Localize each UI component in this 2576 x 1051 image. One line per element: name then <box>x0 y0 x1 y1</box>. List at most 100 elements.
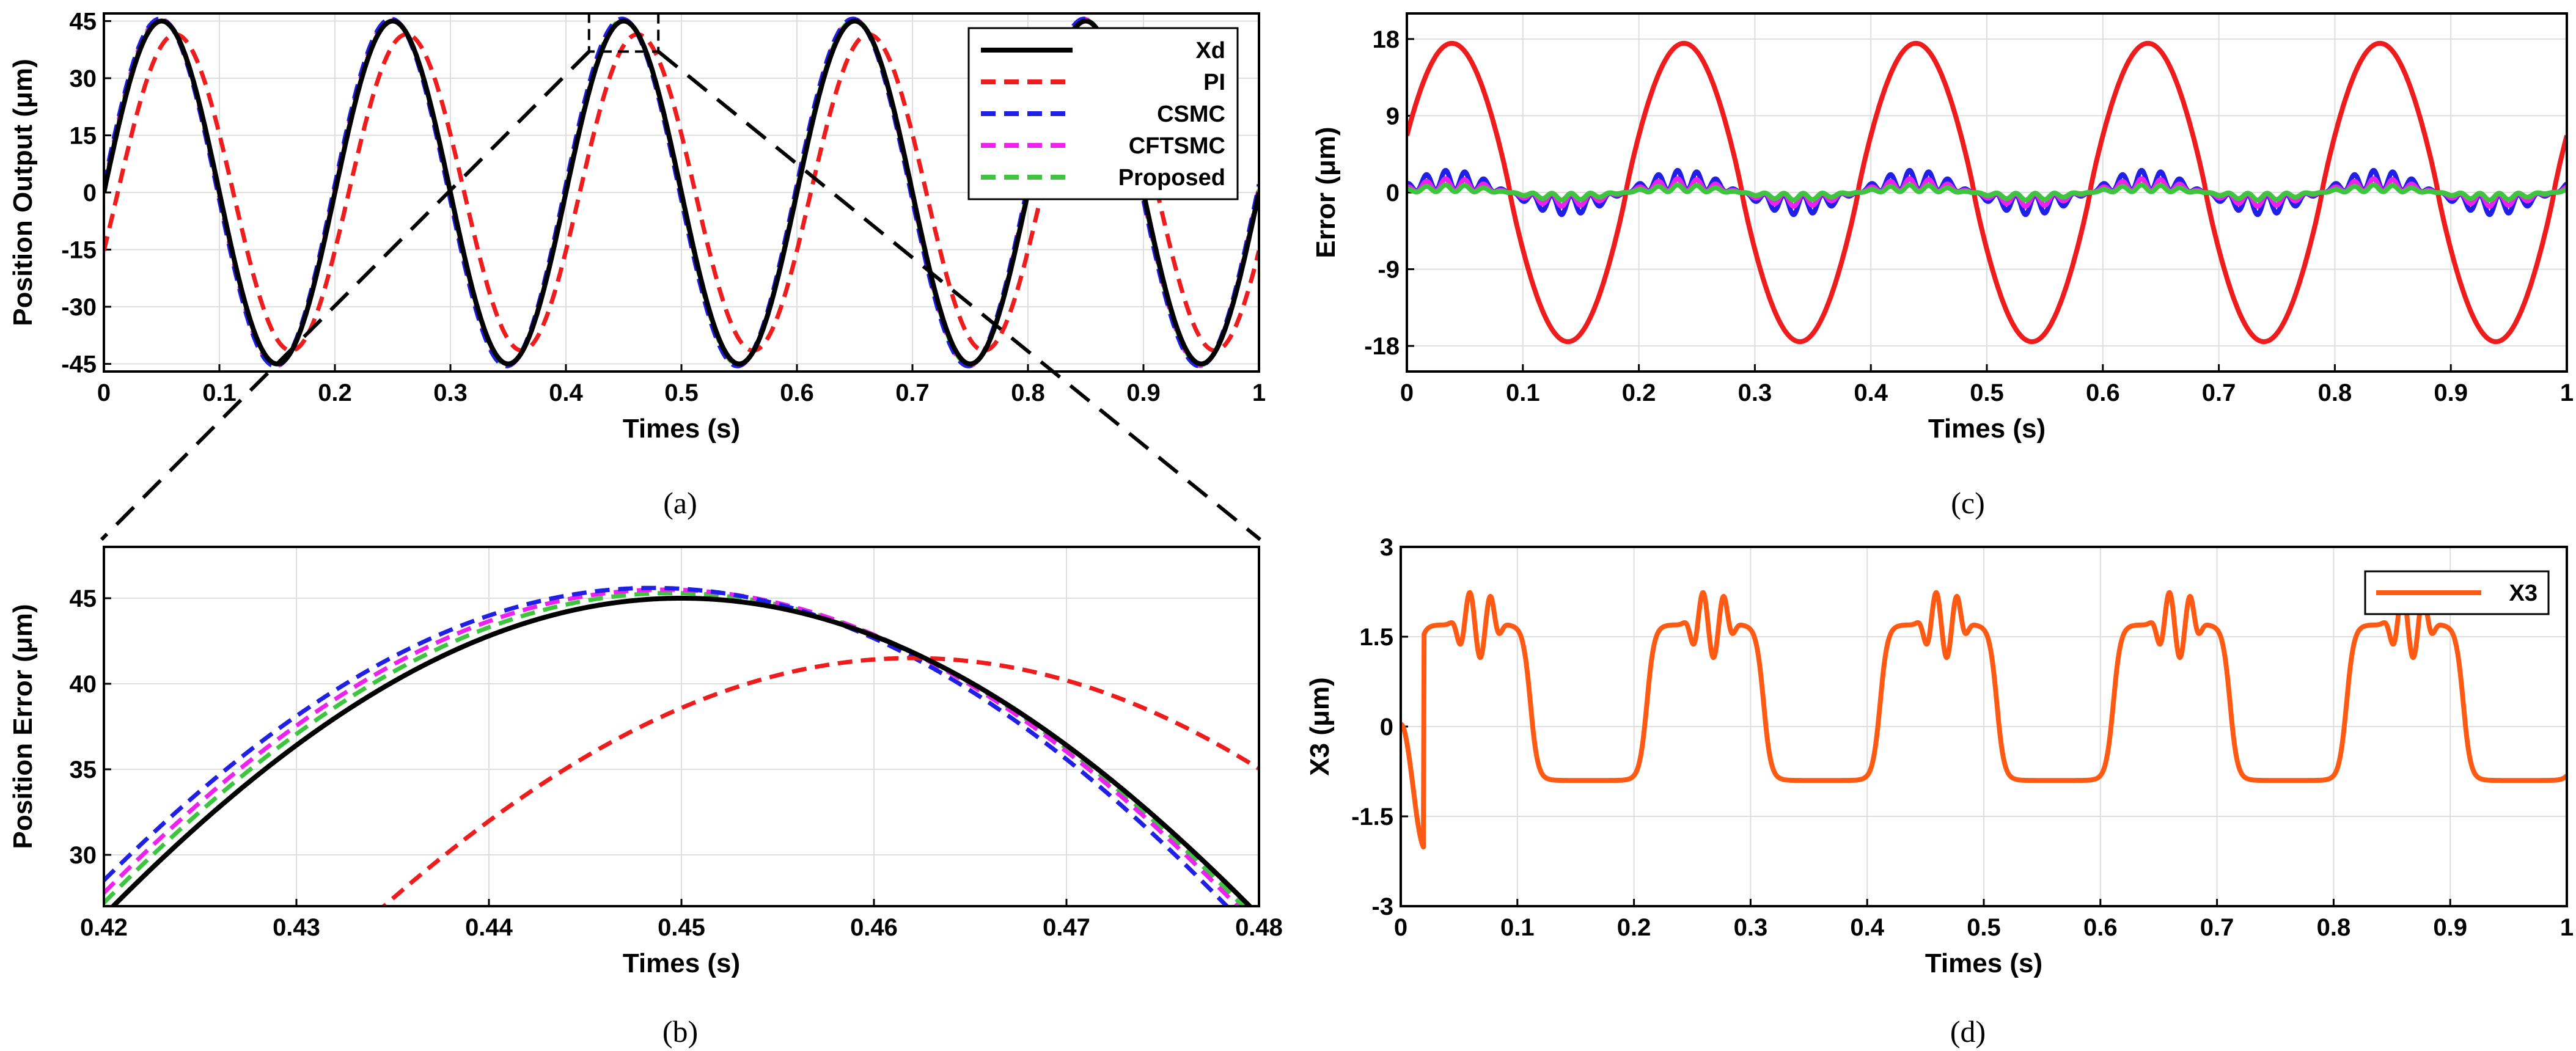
b-ytick-label: 45 <box>70 585 97 612</box>
d-series-x3 <box>1401 590 2567 850</box>
c-xtick-label: 0.4 <box>1854 379 1888 406</box>
a-xtick-label: 0.8 <box>1011 379 1045 406</box>
c-series-proposed-error <box>1407 182 2567 203</box>
chart-c-error: 0 0.1 0.2 0.3 0.4 0.5 0.6 0.7 0.8 0.9 1 -18 -9 0 9 18 Ti… <box>1311 12 2574 444</box>
d-xlabel: Times (s) <box>1925 948 2042 978</box>
zoom-line-left <box>100 50 590 541</box>
a-xtick-label: 0.2 <box>318 379 352 406</box>
d-xtick-label: 0.4 <box>1850 914 1884 941</box>
c-series-pi-error <box>1407 40 2567 345</box>
d-axes-frame <box>1400 546 2568 907</box>
chart-d-x3: 0 0.1 0.2 0.3 0.4 0.5 0.6 0.7 0.8 0.9 1 -3 -1.5 0 1.5 3… <box>1305 534 2574 978</box>
a-ytick-label: -30 <box>61 294 97 321</box>
c-ytick-label: 9 <box>1386 103 1400 130</box>
caption-c: (c) <box>1951 486 1985 520</box>
a-xtick-label: 0.6 <box>780 379 814 406</box>
a-zoom-box <box>587 12 660 53</box>
b-series-cftsmc <box>104 587 1241 906</box>
a-ytick-label: -15 <box>61 237 97 264</box>
c-ytick-label: -9 <box>1378 257 1400 284</box>
d-xtick-label: 0.3 <box>1734 914 1768 941</box>
b-xtick-label: 0.46 <box>850 914 898 941</box>
c-xtick-label: 0.2 <box>1622 379 1656 406</box>
d-xtick-label: 0.9 <box>2433 914 2467 941</box>
c-ytick-label: 0 <box>1386 180 1400 207</box>
d-xtick-label: 0.7 <box>2200 914 2234 941</box>
a-ytick-label: 45 <box>70 8 97 35</box>
a-ytick-label: 15 <box>70 122 97 149</box>
c-xtick-label: 0.9 <box>2434 379 2468 406</box>
caption-d: (d) <box>1950 1014 1986 1049</box>
d-ylabel: X3 (μm) <box>1305 677 1335 775</box>
a-xtick-label: 0.4 <box>549 379 583 406</box>
d-xtick-label: 0.1 <box>1500 914 1535 941</box>
a-legend-label: Xd <box>1195 38 1225 64</box>
a-ytick-label: 30 <box>70 65 97 92</box>
a-ytick-label: 0 <box>83 180 97 207</box>
d-ytick-label: -3 <box>1371 893 1393 920</box>
d-xtick-label: 0 <box>1394 914 1407 941</box>
d-xtick-label: 0.6 <box>2083 914 2118 941</box>
c-series-csmc-error <box>1407 167 2567 218</box>
c-xlabel: Times (s) <box>1928 414 2046 444</box>
c-xtick-label: 0.5 <box>1970 379 2004 406</box>
a-legend-label: Proposed <box>1118 165 1225 191</box>
b-axes-frame <box>103 546 1260 907</box>
b-series-xd <box>109 596 1253 906</box>
c-ytick-label: 18 <box>1373 26 1400 53</box>
c-axes-frame <box>1406 12 2568 373</box>
a-legend-label: CFTSMC <box>1129 133 1225 159</box>
c-ylabel: Error (μm) <box>1311 126 1341 258</box>
d-legend-label: X3 <box>2509 580 2537 606</box>
b-xtick-label: 0.48 <box>1235 914 1283 941</box>
b-ytick-label: 35 <box>70 756 97 783</box>
a-series-pi <box>104 32 1259 353</box>
a-xlabel: Times (s) <box>623 414 740 444</box>
d-ytick-label: 1.5 <box>1359 624 1393 651</box>
a-xtick-label: 0.1 <box>202 379 237 406</box>
a-xtick-label: 0.7 <box>895 379 930 406</box>
d-ytick-label: 0 <box>1380 714 1393 741</box>
b-series-csmc <box>104 585 1230 906</box>
a-ylabel: Position Output (μm) <box>8 59 38 326</box>
a-ytick-label: -45 <box>61 351 97 378</box>
b-xtick-label: 0.45 <box>658 914 705 941</box>
zoom-line-right <box>657 50 1261 541</box>
c-xtick-label: 0.3 <box>1738 379 1772 406</box>
d-xtick-label: 1 <box>2560 914 2574 941</box>
a-axes-frame <box>103 12 1260 373</box>
b-xtick-label: 0.44 <box>465 914 513 941</box>
b-ytick-label: 40 <box>70 671 97 698</box>
c-xtick-label: 0.1 <box>1506 379 1540 406</box>
b-xtick-label: 0.43 <box>273 914 320 941</box>
a-legend-label: PI <box>1203 70 1225 95</box>
b-xtick-label: 0.47 <box>1043 914 1090 941</box>
caption-b: (b) <box>662 1014 698 1049</box>
chart-a-position-output: 0 0.1 0.2 0.3 0.4 0.5 0.6 0.7 0.8 0.9 1 -45 -30 -15 0 1… <box>8 8 1266 444</box>
c-xtick-label: 0.8 <box>2318 379 2352 406</box>
c-xtick-label: 1 <box>2560 379 2574 406</box>
b-series-proposed <box>104 591 1246 906</box>
b-ylabel: Position Error (μm) <box>8 604 38 849</box>
c-xtick-label: 0 <box>1400 379 1414 406</box>
a-xtick-label: 0 <box>97 379 111 406</box>
d-xtick-label: 0.8 <box>2317 914 2351 941</box>
caption-a: (a) <box>663 486 697 520</box>
b-xlabel: Times (s) <box>623 948 740 978</box>
b-ytick-label: 30 <box>70 842 97 869</box>
c-ytick-label: -18 <box>1364 333 1400 360</box>
d-xtick-label: 0.5 <box>1967 914 2001 941</box>
a-xtick-label: 0.3 <box>433 379 468 406</box>
d-ytick-label: 3 <box>1380 534 1393 561</box>
a-xtick-label: 0.5 <box>664 379 699 406</box>
a-xtick-label: 1 <box>1252 379 1266 406</box>
d-ytick-label: -1.5 <box>1351 804 1393 830</box>
a-legend-label: CSMC <box>1157 101 1225 127</box>
zoom-connector-lines <box>100 50 1261 541</box>
b-xtick-label: 0.42 <box>80 914 128 941</box>
d-xtick-label: 0.2 <box>1617 914 1651 941</box>
chart-b-zoomed-position: 0.42 0.43 0.44 0.45 0.46 0.47 0.48 30 35 40 45 Time… <box>8 546 1283 978</box>
c-xtick-label: 0.7 <box>2202 379 2236 406</box>
c-xtick-label: 0.6 <box>2086 379 2120 406</box>
